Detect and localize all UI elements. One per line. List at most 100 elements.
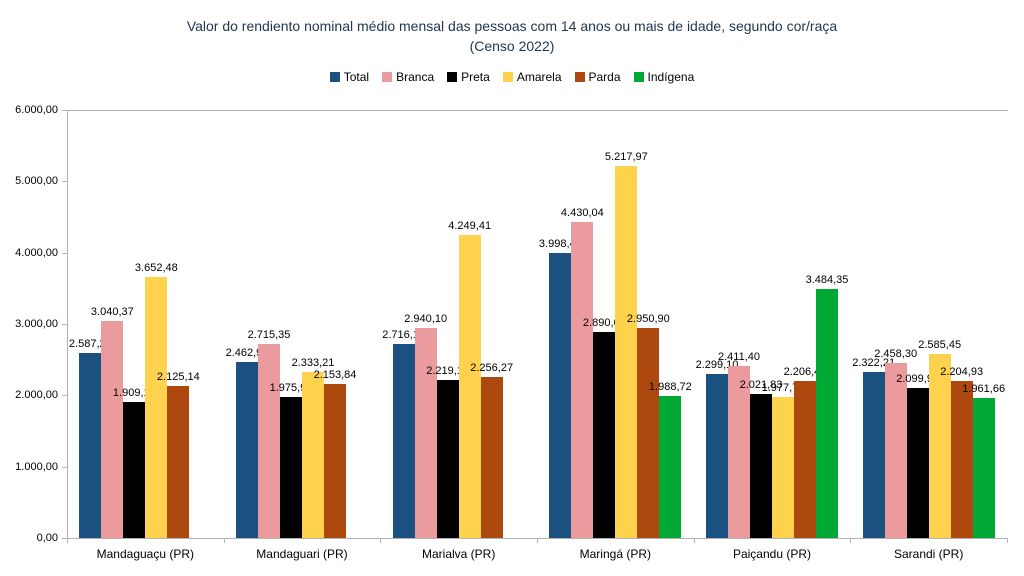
y-axis-tick-label: 6.000,00 [15,104,58,116]
bar-value-label: 4.430,04 [560,206,604,219]
x-category-label: Marialva (PR) [421,547,496,561]
bar-value-label: 1.961,66 [962,383,1006,396]
legend-label: Indígena [647,70,695,84]
bar-value-label: 1.975,99 [269,382,313,395]
bar-value-label: 2.333,21 [291,356,335,369]
bar-value-label: 2.587,26 [68,338,112,351]
bar-preta [123,401,146,538]
bar-indígena [972,398,995,538]
bar-value-label: 2.890,69 [582,316,626,329]
legend-label: Total [343,70,370,84]
bar-value-label: 2.322,21 [852,357,896,370]
y-axis-tick [62,538,67,539]
legend-item-branca: Branca [382,70,434,84]
bar-value-label: 2.153,84 [313,369,357,382]
bar-parda [324,384,346,538]
bar-branca [728,365,750,538]
x-axis-tick [537,539,538,543]
bar-value-label: 2.299,10 [695,358,739,371]
legend-swatch-icon [382,72,393,82]
x-category-label: Mandaguari (PR) [256,547,348,561]
plot-top-border [67,110,1008,111]
bar-value-label: 4.249,41 [448,219,492,232]
bar-value-label: 2.021,83 [739,378,783,391]
x-axis-tick [850,539,852,543]
bar-preta [280,397,302,538]
bar-total [79,353,102,538]
y-axis-tick [62,395,67,397]
bar-value-label: 2.219,16 [426,364,470,377]
bar-total [706,373,728,538]
legend: Total Branca Preta Amarela Parda Indígena [0,70,1024,84]
x-category-label: Mandaguaçu (PR) [96,547,195,561]
bar-indígena [659,396,682,538]
y-axis-tick-label: 1.000,00 [15,460,58,473]
bar-value-label: 2.940,10 [404,313,448,326]
legend-label: Preta [461,70,490,84]
legend-swatch-icon [447,72,458,82]
bar-value-label: 5.217,97 [604,150,648,163]
bar-value-label: 2.950,90 [626,312,670,325]
legend-item-indígena: Indígena [633,70,695,84]
bar-value-label: 2.204,93 [940,365,984,378]
y-axis-tick [62,181,67,183]
y-axis-tick-label: 2.000,00 [15,389,58,402]
legend-swatch-icon [574,72,585,82]
legend-label: Parda [588,70,621,84]
legend-label: Branca [396,70,435,84]
y-axis-tick-label: 3.000,00 [15,318,58,330]
legend-swatch-icon [329,72,340,82]
legend-swatch-icon [502,72,513,82]
bar-branca [884,362,907,538]
bar-value-label: 2.715,35 [247,329,291,342]
bar-branca [258,344,280,538]
bar-value-label: 2.125,14 [156,371,200,384]
bar-total [549,252,572,538]
bar-total [862,372,885,538]
bar-preta [436,379,459,538]
bar-value-label: 3.998,48 [538,237,582,250]
bar-value-label: 2.716,15 [382,329,426,342]
y-axis-tick-label: 0,00 [36,532,58,544]
y-axis-tick [62,466,67,468]
chart-title-line2: (Censo 2022) [469,38,555,54]
bar-value-label: 1.988,72 [648,381,692,394]
y-axis-line [67,110,68,538]
bar-indígena [816,289,838,538]
bar-amarela [458,234,481,538]
bar-value-label: 2.585,45 [918,338,962,351]
bar-value-label: 1.977,76 [761,381,805,394]
y-axis-tick-label: 5.000,00 [15,175,58,188]
bar-value-label: 2.462,96 [225,347,269,360]
bar-parda [794,380,816,538]
bar-total [392,344,415,538]
bar-branca [414,328,437,538]
x-axis-tick [223,539,225,543]
x-axis-tick [67,539,68,543]
bar-branca [571,221,594,538]
x-category-label: Maringá (PR) [579,547,651,561]
x-axis-tick [1007,539,1008,543]
x-category-label: Paiçandu (PR) [732,547,811,561]
bar-value-label: 2.411,40 [717,350,761,363]
bar-value-label: 3.652,48 [134,262,178,275]
bar-parda [167,386,190,538]
bar-value-label: 2.458,30 [874,347,918,360]
x-axis-tick [693,539,695,543]
x-axis-tick [380,539,382,543]
bar-amarela [302,371,324,538]
bar-amarela [145,277,168,538]
chart-title-line1: Valor do rendiento nominal médio mensal … [186,18,838,34]
y-axis-tick-label: 4.000,00 [15,246,58,259]
bar-parda [637,327,660,538]
chart-title: Valor do rendiento nominal médio mensal … [0,16,1024,56]
bar-parda [950,380,973,538]
legend-item-parda: Parda [574,70,621,84]
bar-value-label: 3.484,35 [805,274,849,287]
y-axis-tick [62,252,67,254]
bar-amarela [772,396,794,538]
bar-preta [750,393,772,538]
bar-value-label: 2.206,46 [783,365,827,378]
y-axis-tick [62,110,67,111]
